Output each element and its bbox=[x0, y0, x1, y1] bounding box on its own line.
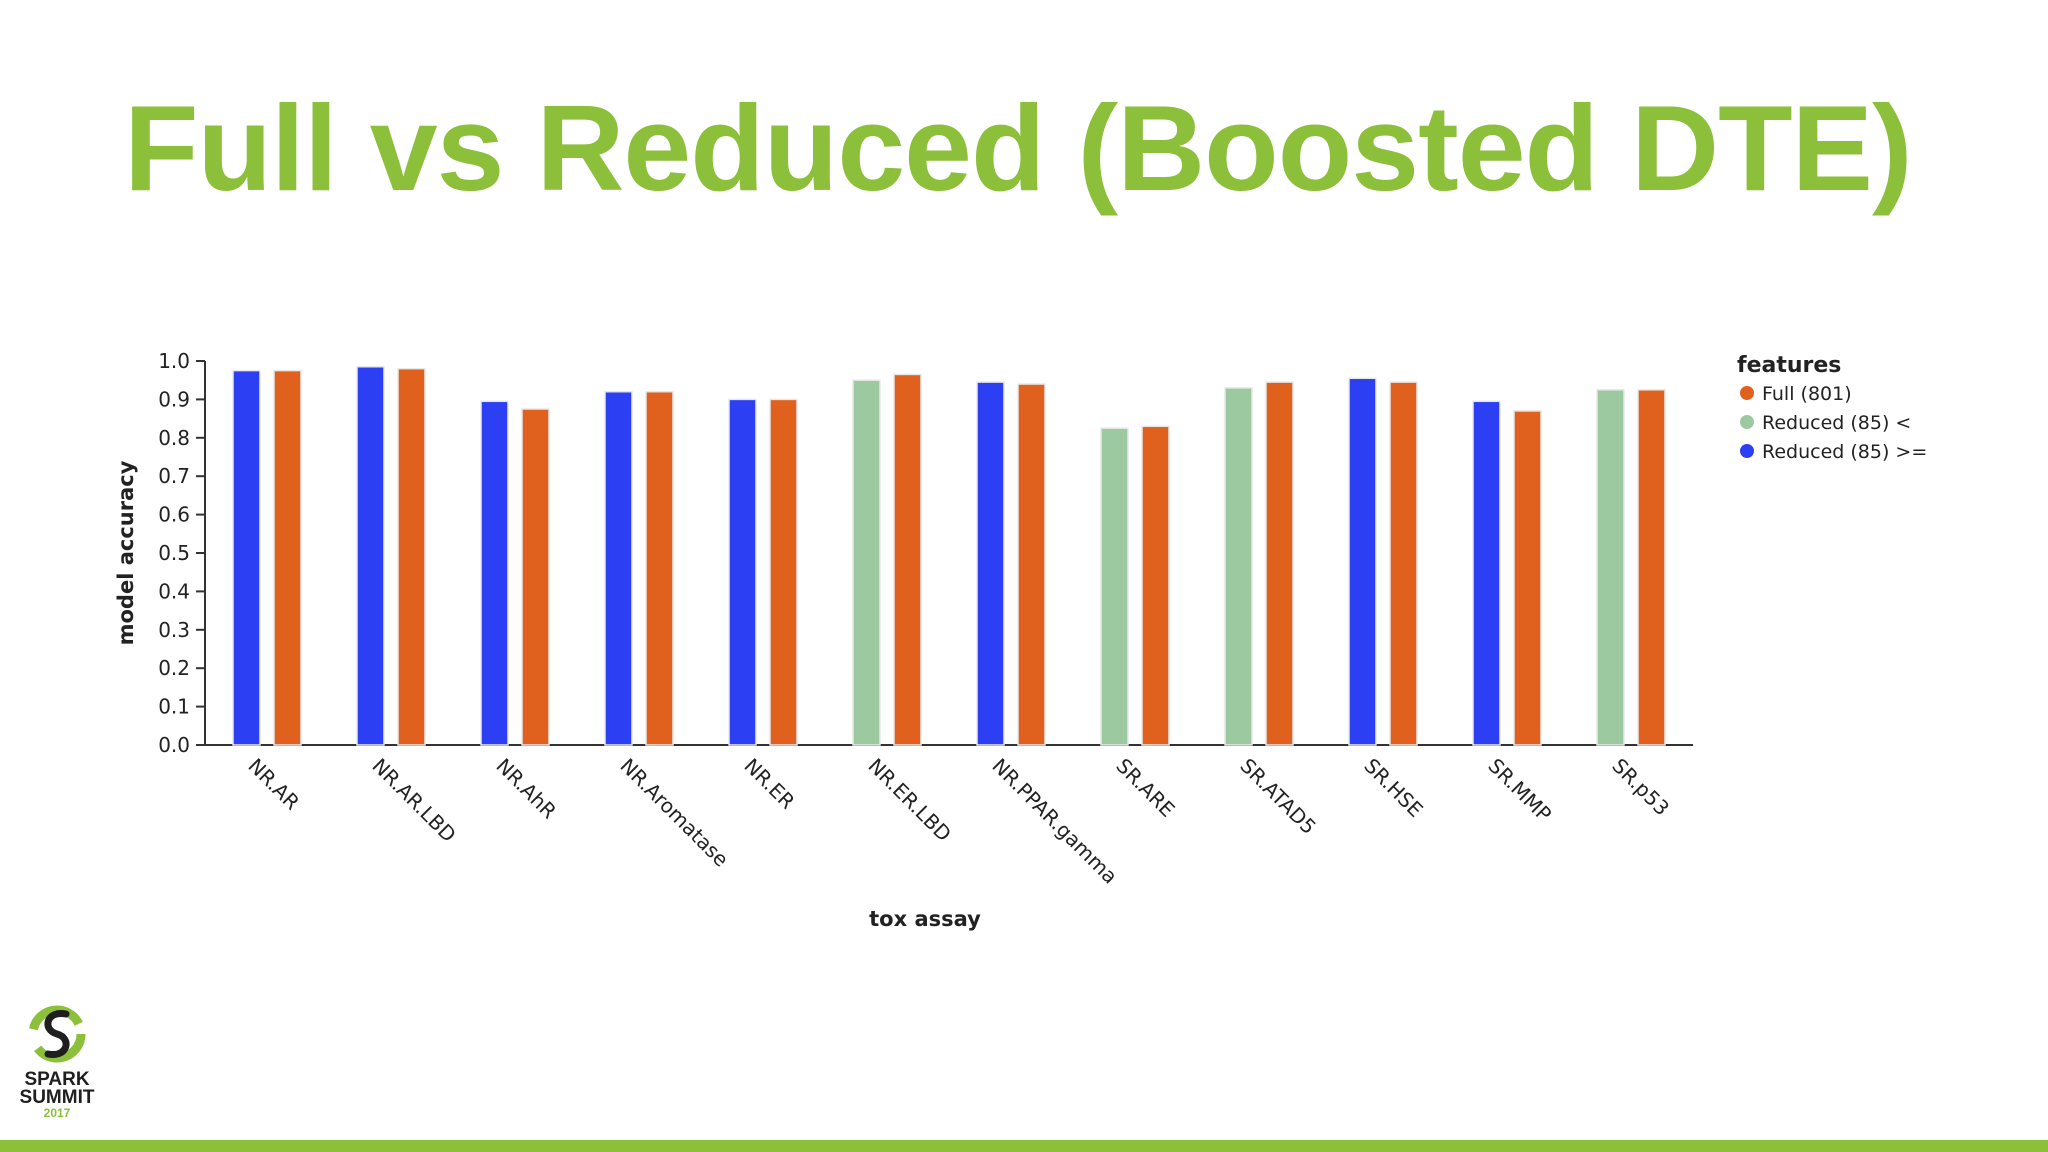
x-tick-label: NR.AhR bbox=[491, 754, 561, 824]
y-tick-label: 0.8 bbox=[158, 426, 190, 450]
y-tick-label: 0.4 bbox=[158, 579, 190, 603]
x-tick-label: NR.ER bbox=[739, 754, 799, 814]
legend-title: features bbox=[1737, 353, 1841, 378]
y-axis-title: model accuracy bbox=[114, 460, 138, 645]
bar-reduced-nr-ahr bbox=[480, 400, 509, 746]
x-tick-label: NR.ER.LBD bbox=[863, 754, 956, 847]
bar-full-nr-ahr bbox=[521, 408, 550, 746]
bar-full-nr-aromatase bbox=[645, 390, 674, 746]
legend-label-reduced_lt: Reduced (85) < bbox=[1762, 412, 1911, 434]
spark-summit-logo: SPARK SUMMIT 2017 bbox=[14, 1000, 100, 1120]
y-tick-label: 0.5 bbox=[158, 541, 190, 565]
bar-reduced-nr-ppar-gamma bbox=[976, 381, 1005, 746]
bar-reduced-sr-mmp bbox=[1472, 400, 1501, 746]
slide-title: Full vs Reduced (Boosted DTE) bbox=[124, 80, 1913, 216]
x-tick-label: NR.AR bbox=[243, 754, 304, 815]
y-tick-label: 0.6 bbox=[158, 503, 190, 527]
x-axis-title: tox assay bbox=[869, 907, 981, 931]
y-tick-label: 0.0 bbox=[158, 733, 190, 757]
bar-reduced-nr-ar bbox=[232, 369, 261, 746]
y-tick-label: 0.2 bbox=[158, 656, 190, 680]
bar-reduced-sr-atad5 bbox=[1224, 387, 1253, 746]
y-tick-label: 0.1 bbox=[158, 695, 190, 719]
logo-year: 2017 bbox=[43, 1106, 71, 1120]
bar-reduced-nr-ar-lbd bbox=[356, 366, 385, 746]
bar-full-nr-ar-lbd bbox=[397, 367, 426, 746]
x-tick-label: SR.MMP bbox=[1483, 754, 1556, 827]
y-tick-label: 0.3 bbox=[158, 618, 190, 642]
legend-swatch-reduced_lt bbox=[1740, 415, 1754, 429]
footer-bar bbox=[0, 1140, 2048, 1152]
bar-full-nr-ar bbox=[273, 369, 302, 746]
bar-reduced-sr-hse bbox=[1348, 377, 1377, 746]
bar-full-sr-mmp bbox=[1513, 410, 1542, 746]
y-tick-label: 1.0 bbox=[158, 349, 190, 373]
legend-swatch-reduced_ge bbox=[1740, 444, 1754, 458]
x-tick-label: NR.PPAR.gamma bbox=[987, 754, 1122, 889]
bar-full-nr-er bbox=[769, 398, 798, 746]
x-tick-label: SR.HSE bbox=[1359, 754, 1427, 822]
bar-full-sr-hse bbox=[1389, 381, 1418, 746]
bar-reduced-nr-aromatase bbox=[604, 390, 633, 746]
bar-full-sr-p53 bbox=[1637, 389, 1666, 746]
x-tick-label: SR.ATAD5 bbox=[1235, 754, 1320, 839]
x-tick-label: NR.AR.LBD bbox=[367, 754, 460, 847]
legend-label-reduced_ge: Reduced (85) >= bbox=[1762, 441, 1927, 463]
bar-reduced-sr-are bbox=[1100, 427, 1129, 746]
bar-full-nr-er-lbd bbox=[893, 373, 922, 746]
spark-logo-icon bbox=[28, 1005, 86, 1063]
logo-line-summit: SUMMIT bbox=[19, 1087, 95, 1108]
bar-full-nr-ppar-gamma bbox=[1017, 383, 1046, 746]
bar-full-sr-atad5 bbox=[1265, 381, 1294, 746]
legend-swatch-full bbox=[1740, 386, 1754, 400]
bar-reduced-sr-p53 bbox=[1596, 389, 1625, 746]
x-tick-label: SR.ARE bbox=[1111, 754, 1179, 822]
bar-reduced-nr-er bbox=[728, 398, 757, 746]
bar-full-sr-are bbox=[1141, 425, 1170, 746]
x-tick-label: NR.Aromatase bbox=[615, 754, 733, 872]
y-tick-label: 0.7 bbox=[158, 464, 190, 488]
x-tick-label: SR.p53 bbox=[1607, 754, 1674, 821]
logo-line-spark: SPARK bbox=[24, 1069, 90, 1090]
y-tick-label: 0.9 bbox=[158, 387, 190, 411]
bar-reduced-nr-er-lbd bbox=[852, 379, 881, 746]
legend-label-full: Full (801) bbox=[1762, 383, 1852, 405]
